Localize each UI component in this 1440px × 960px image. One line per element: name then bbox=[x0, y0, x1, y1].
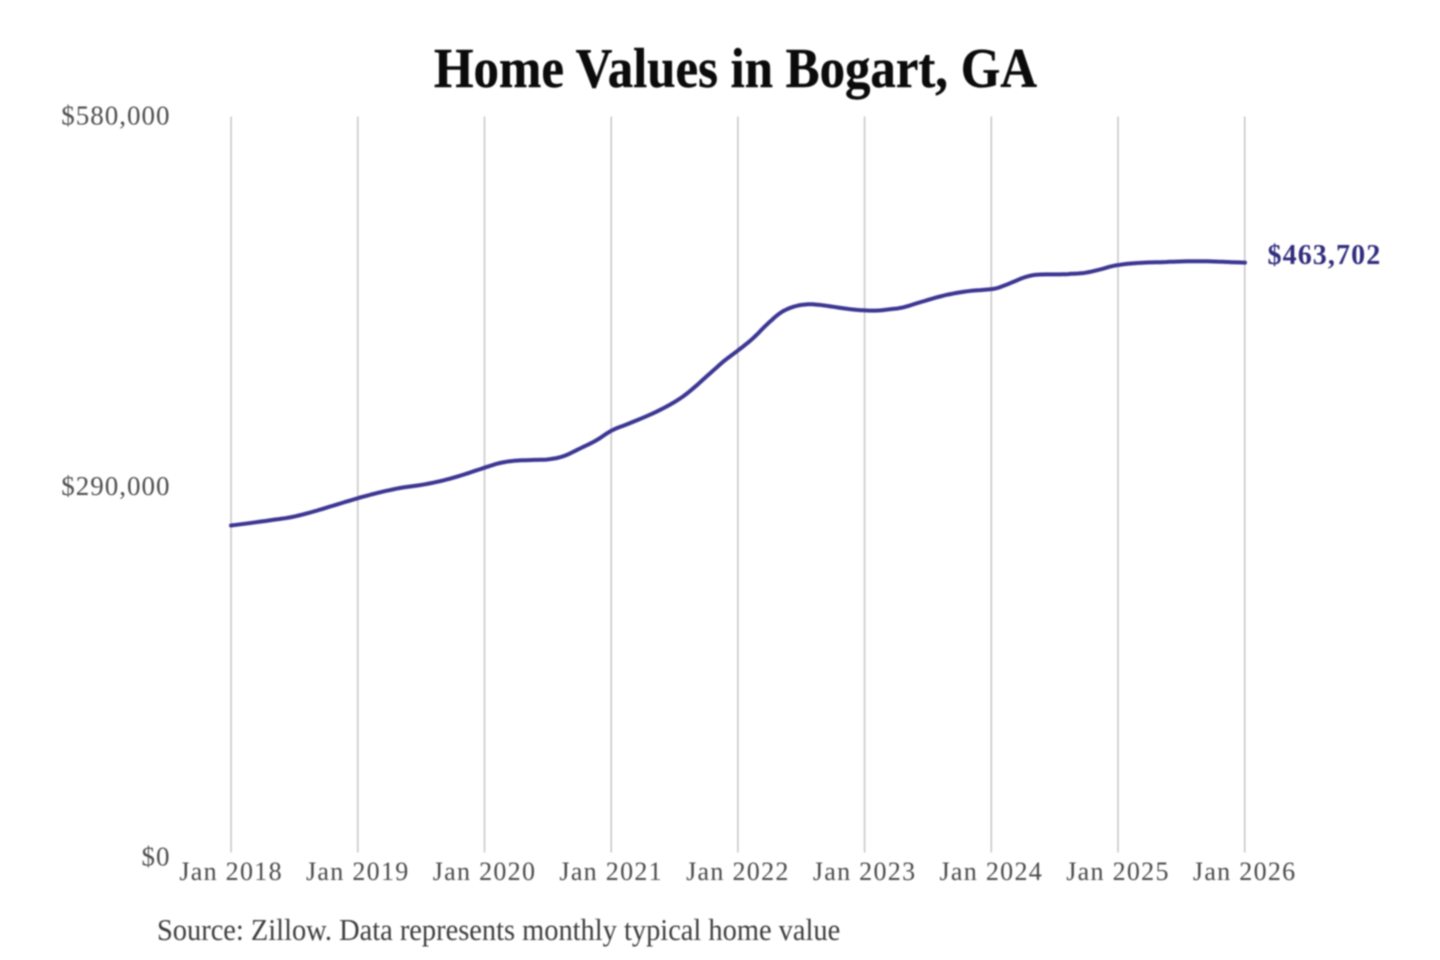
svg-text:Jan 2018: Jan 2018 bbox=[179, 857, 283, 886]
svg-text:$580,000: $580,000 bbox=[61, 100, 170, 130]
svg-text:$463,702: $463,702 bbox=[1268, 240, 1382, 271]
svg-text:Source: Zillow. Data represent: Source: Zillow. Data represents monthly … bbox=[157, 913, 840, 947]
svg-text:Jan 2021: Jan 2021 bbox=[559, 857, 663, 886]
svg-text:$0: $0 bbox=[142, 842, 171, 872]
svg-text:$290,000: $290,000 bbox=[61, 471, 170, 501]
svg-text:Jan 2020: Jan 2020 bbox=[433, 857, 537, 886]
svg-text:Jan 2023: Jan 2023 bbox=[813, 857, 917, 886]
svg-text:Jan 2024: Jan 2024 bbox=[940, 857, 1044, 886]
svg-text:Jan 2022: Jan 2022 bbox=[686, 857, 790, 886]
svg-text:Home Values in Bogart, GA: Home Values in Bogart, GA bbox=[434, 37, 1037, 100]
svg-text:Jan 2019: Jan 2019 bbox=[306, 857, 410, 886]
svg-text:Jan 2026: Jan 2026 bbox=[1193, 857, 1297, 886]
svg-text:Jan 2025: Jan 2025 bbox=[1066, 857, 1170, 886]
